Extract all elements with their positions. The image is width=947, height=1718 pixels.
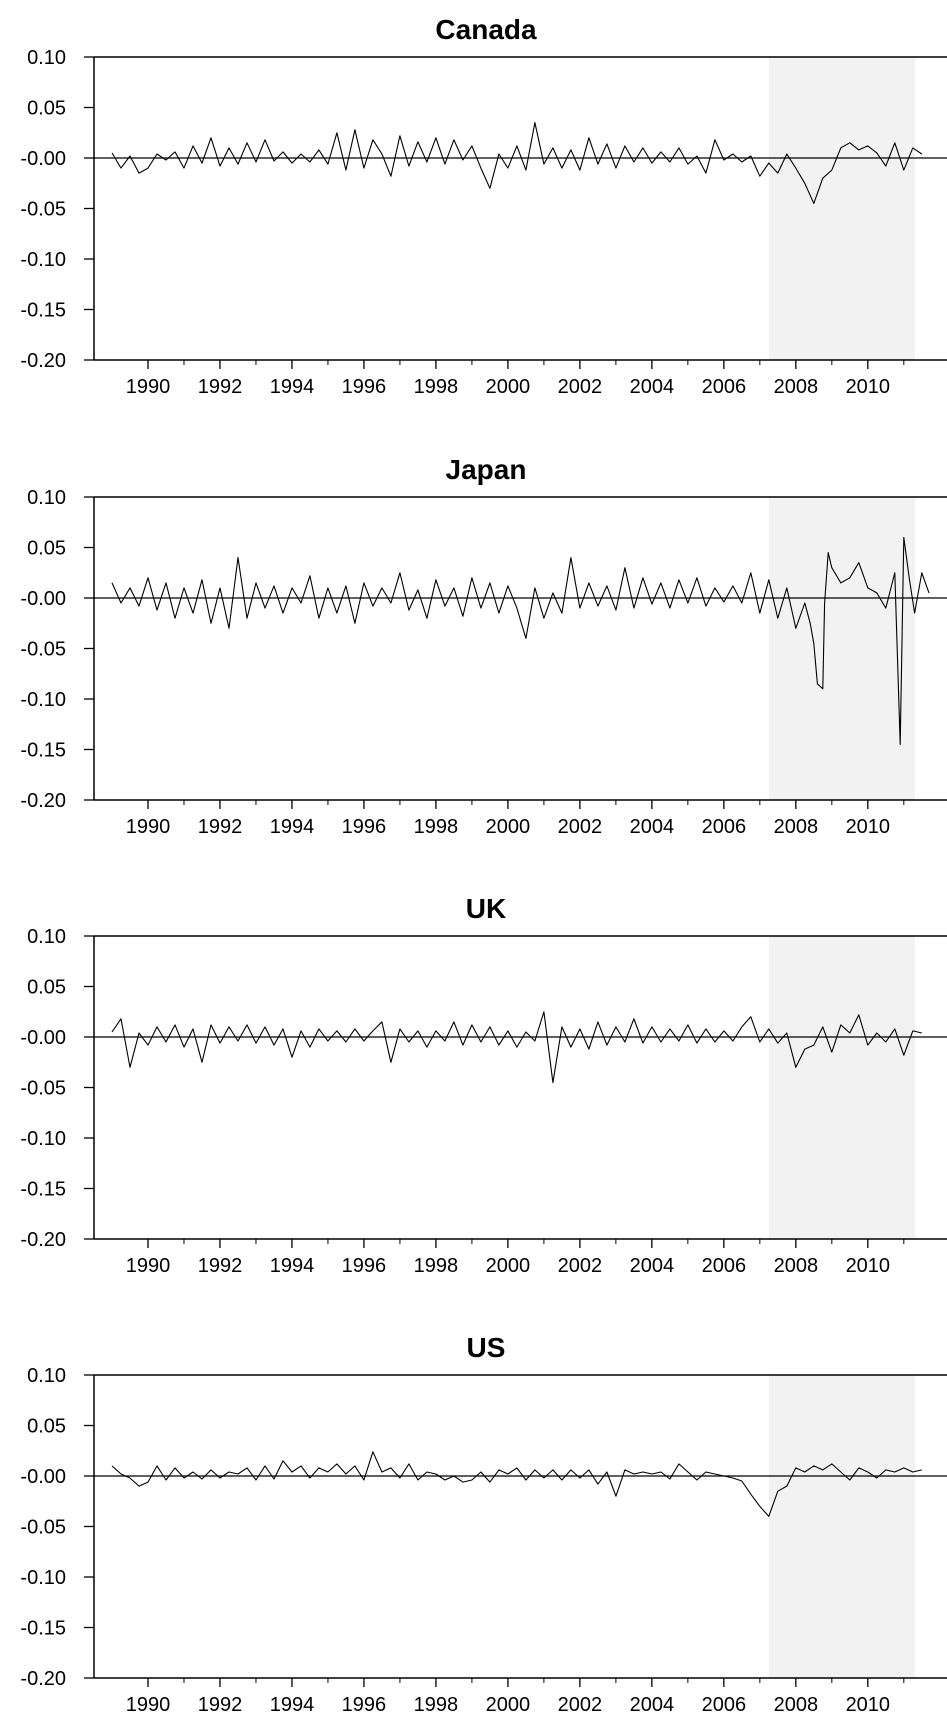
x-tick-label: 2006	[702, 816, 747, 838]
y-tick-label: -0.05	[20, 1078, 66, 1100]
x-tick-label: 1994	[270, 816, 315, 838]
x-tick-label: 1990	[126, 1694, 171, 1716]
y-tick-label: 0.10	[27, 1365, 66, 1387]
x-tick-label: 2002	[558, 1255, 603, 1277]
y-tick-label: -0.20	[20, 1668, 66, 1690]
y-tick-label: -0.05	[20, 199, 66, 221]
x-tick-label: 2008	[774, 376, 819, 398]
x-tick-label: 1990	[126, 376, 171, 398]
x-tick-label: 2008	[774, 1255, 819, 1277]
x-tick-label: 1992	[198, 376, 243, 398]
x-tick-label: 2008	[774, 1694, 819, 1716]
panel-uk: UK 0.10 0.05 -0.00 -0.05 -0.10 -0.15 -0.20 1990 1…	[20, 893, 947, 1277]
y-tick-label: -0.00	[20, 148, 66, 170]
shaded-region	[768, 1375, 915, 1678]
x-tick-label: 2010	[846, 816, 891, 838]
x-tick-label: 2004	[630, 1255, 675, 1277]
x-tick-label: 2000	[486, 1694, 531, 1716]
x-tick-label: 1994	[270, 1694, 315, 1716]
x-tick-label: 2010	[846, 376, 891, 398]
x-tick-label: 2002	[558, 816, 603, 838]
panel-canada: Canada 0.10 0.05 -0.00 -0.05 -0.10 -0.15 -0.20 1…	[20, 14, 947, 398]
y-tick-label: -0.20	[20, 1229, 66, 1251]
x-tick-label: 2008	[774, 816, 819, 838]
x-tick-label: 1990	[126, 1255, 171, 1277]
x-tick-label: 1996	[342, 1694, 387, 1716]
y-tick-label: -0.15	[20, 1179, 66, 1201]
x-tick-label: 1998	[414, 376, 459, 398]
x-tick-label: 2004	[630, 1694, 675, 1716]
x-tick-label: 2004	[630, 816, 675, 838]
y-tick-label: -0.10	[20, 689, 66, 711]
series-line-uk	[111, 1011, 922, 1084]
x-tick-label: 2000	[486, 1255, 531, 1277]
y-tick-label: -0.10	[20, 1128, 66, 1150]
x-tick-label: 1996	[342, 816, 387, 838]
y-tick-label: 0.05	[27, 977, 66, 999]
x-tick-label: 2000	[486, 376, 531, 398]
x-tick-label: 1998	[414, 816, 459, 838]
x-tick-label: 2010	[846, 1694, 891, 1716]
panel-title: Japan	[446, 454, 527, 485]
x-tick-label: 1998	[414, 1255, 459, 1277]
shaded-region	[768, 497, 915, 800]
series-line-us	[111, 1451, 922, 1517]
x-tick-label: 2006	[702, 1255, 747, 1277]
panel-title: UK	[466, 893, 506, 924]
panel-title: US	[467, 1332, 506, 1363]
y-tick-label: -0.05	[20, 639, 66, 661]
y-tick-label: -0.20	[20, 350, 66, 372]
x-tick-label: 2000	[486, 816, 531, 838]
panel-title: Canada	[435, 14, 537, 45]
y-tick-label: -0.10	[20, 249, 66, 271]
y-tick-label: -0.15	[20, 740, 66, 762]
panel-us: US 0.10 0.05 -0.00 -0.05 -0.10 -0.15 -0.20 1990 1…	[20, 1332, 947, 1716]
y-tick-label: 0.05	[27, 98, 66, 120]
x-tick-label: 2006	[702, 1694, 747, 1716]
y-tick-label: -0.05	[20, 1517, 66, 1539]
y-tick-label: 0.05	[27, 1416, 66, 1438]
y-tick-label: -0.10	[20, 1567, 66, 1589]
x-tick-label: 1996	[342, 1255, 387, 1277]
y-tick-label: 0.05	[27, 538, 66, 560]
x-tick-label: 1998	[414, 1694, 459, 1716]
panel-japan: Japan 0.10 0.05 -0.00 -0.05 -0.10 -0.15 -0.20 19…	[20, 454, 947, 838]
y-tick-label: -0.00	[20, 1027, 66, 1049]
x-tick-label: 2006	[702, 376, 747, 398]
x-tick-label: 1994	[270, 376, 315, 398]
series-line-japan	[111, 536, 930, 745]
x-tick-label: 1990	[126, 816, 171, 838]
series-line-canada	[111, 122, 923, 204]
y-tick-label: -0.00	[20, 1466, 66, 1488]
x-tick-label: 2004	[630, 376, 675, 398]
x-tick-label: 1992	[198, 1255, 243, 1277]
x-tick-label: 1994	[270, 1255, 315, 1277]
y-tick-label: -0.15	[20, 1618, 66, 1640]
shaded-region	[768, 57, 915, 360]
x-tick-label: 1992	[198, 1694, 243, 1716]
x-tick-label: 2002	[558, 1694, 603, 1716]
y-tick-label: -0.20	[20, 790, 66, 812]
x-tick-label: 2010	[846, 1255, 891, 1277]
y-tick-label: 0.10	[27, 487, 66, 509]
y-tick-label: 0.10	[27, 926, 66, 948]
y-tick-label: -0.00	[20, 588, 66, 610]
shaded-region	[768, 936, 915, 1239]
x-tick-label: 2002	[558, 376, 603, 398]
x-tick-label: 1992	[198, 816, 243, 838]
y-tick-label: -0.15	[20, 300, 66, 322]
y-tick-label: 0.10	[27, 47, 66, 69]
x-tick-label: 1996	[342, 376, 387, 398]
